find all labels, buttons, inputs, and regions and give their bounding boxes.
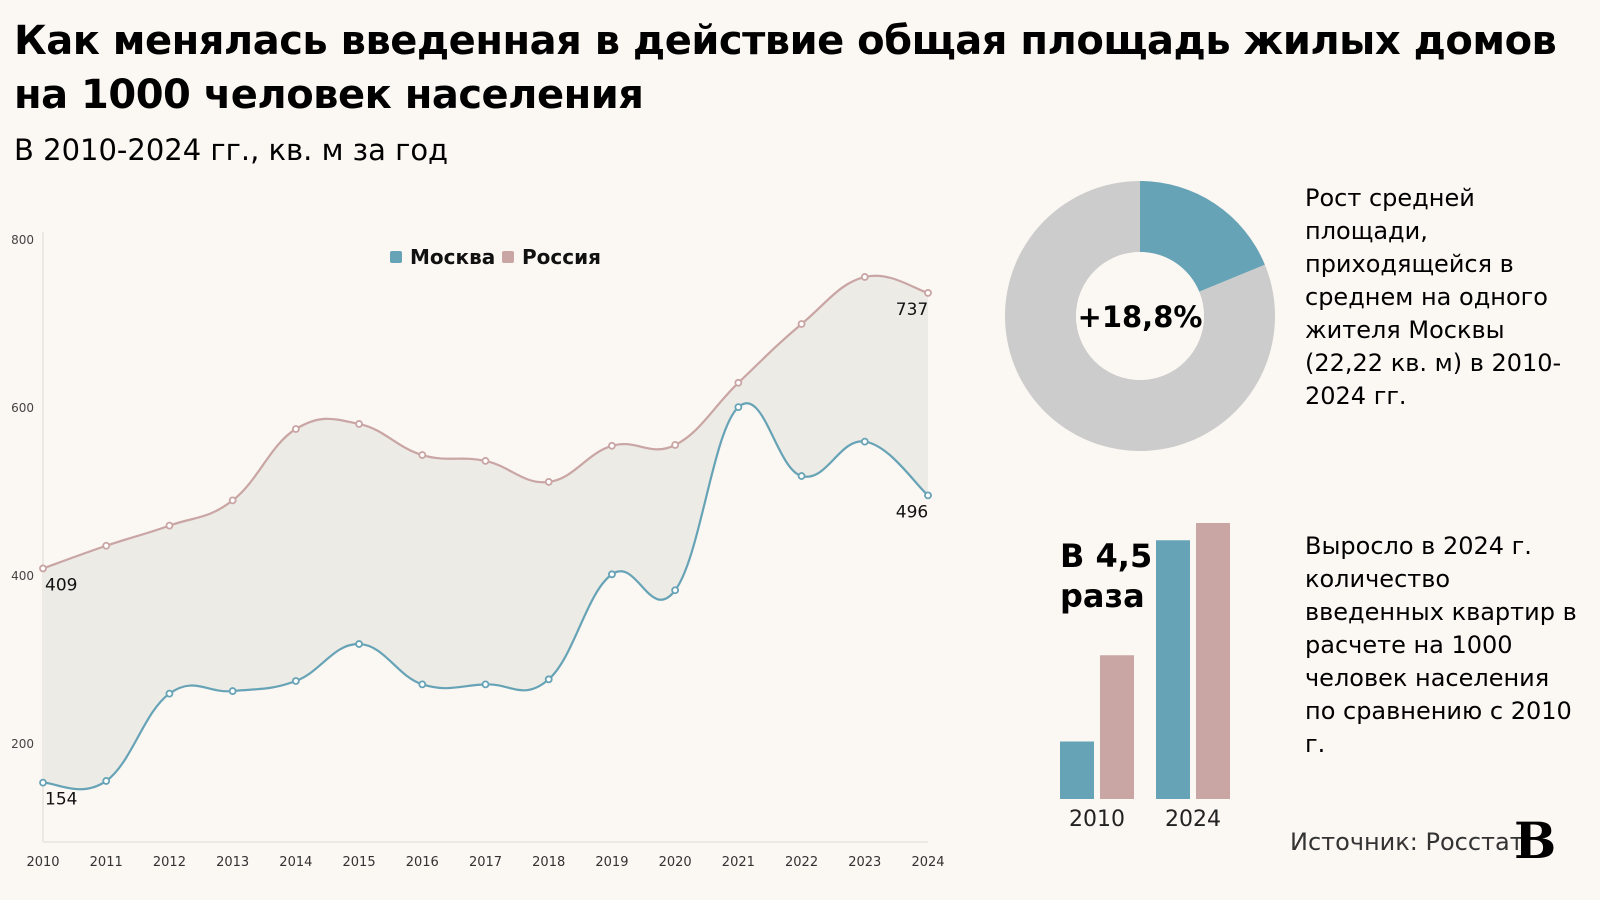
donut-center-label: +18,8% [1078,300,1203,334]
data-point-moscow [924,491,932,500]
data-point-russia [418,451,427,459]
data-point-russia [481,457,490,465]
x-tick-label: 2014 [279,855,312,870]
x-tick-label: 2011 [90,855,123,870]
bar [1100,655,1134,799]
legend-swatch [502,251,514,263]
bar [1196,523,1230,799]
data-point-moscow [481,680,490,689]
bar-annotation-line1: В 4,5 [1060,537,1153,575]
data-label: 737 [896,300,928,320]
data-point-russia [165,521,174,530]
bar [1060,741,1094,799]
donut-slice [1004,181,1275,451]
bar-annotation-line2: раза [1060,577,1145,615]
chart-title: Как менялась введенная в действие общая … [14,18,1557,118]
data-point-moscow [228,687,237,695]
publisher-logo: В [1514,811,1557,870]
data-point-moscow [39,778,47,787]
x-tick-label: 2018 [532,855,565,870]
x-tick-label: 2013 [216,855,249,870]
legend-label: Россия [522,245,601,269]
legend-swatch [390,251,402,263]
data-point-russia [608,441,616,450]
data-point-moscow [734,403,743,412]
bar-category-label: 2024 [1165,807,1221,832]
x-tick-label: 2022 [785,855,818,870]
donut-description: Рост средней площади, приходящейся в сре… [1305,184,1562,410]
donut-hole [1076,252,1204,380]
data-point-moscow [544,675,553,684]
x-tick-label: 2021 [722,855,755,870]
legend-label: Москва [410,245,495,269]
data-label: 496 [896,502,928,522]
x-tick-label: 2010 [26,855,59,870]
data-point-moscow [671,586,680,595]
y-tick-label: 200 [11,737,34,751]
data-point-moscow [355,640,363,648]
data-point-moscow [291,677,300,685]
data-point-moscow [102,777,111,785]
bar-description: Выросло в 2024 г. количество введенных к… [1305,532,1577,758]
data-point-russia [102,541,111,550]
data-label: 154 [45,790,77,810]
bar-category-label: 2010 [1069,807,1125,832]
x-tick-label: 2020 [659,855,692,870]
x-tick-label: 2015 [343,855,376,870]
data-point-russia [924,289,932,297]
x-tick-label: 2016 [406,855,439,870]
data-point-moscow [608,570,616,579]
data-point-russia [544,478,553,486]
series-line-moscow [42,402,929,791]
data-point-russia [39,564,47,573]
data-point-moscow [165,689,174,698]
source-note: Источник: Росстат [1290,828,1524,856]
data-point-russia [671,441,680,449]
chart-subtitle: В 2010-2024 гг., кв. м за год [14,133,449,167]
data-point-moscow [797,472,806,480]
data-point-russia [797,320,806,328]
data-label: 409 [45,575,77,595]
data-point-russia [228,496,237,505]
y-tick-label: 600 [11,401,34,415]
data-point-russia [291,425,300,433]
data-point-moscow [860,437,869,446]
data-point-russia [355,420,363,428]
x-tick-label: 2023 [848,855,881,870]
y-tick-label: 800 [11,233,34,247]
x-tick-label: 2017 [469,855,502,870]
x-tick-label: 2024 [911,855,944,870]
donut-slice [1140,181,1265,292]
y-tick-label: 400 [11,569,34,583]
x-tick-label: 2019 [595,855,628,870]
x-tick-label: 2012 [153,855,186,870]
bar [1156,540,1190,799]
data-point-russia [860,273,869,281]
area-between-series [43,275,928,790]
data-point-russia [734,378,743,387]
data-point-moscow [418,680,427,689]
